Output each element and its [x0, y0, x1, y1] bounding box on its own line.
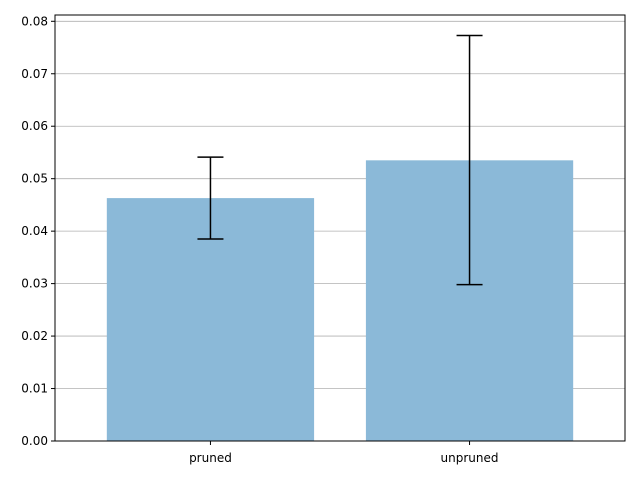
x-axis-ticks: pruned unpruned	[189, 441, 499, 465]
x-tick-label-unpruned: unpruned	[441, 451, 499, 465]
y-tick-label: 0.00	[21, 434, 48, 448]
y-tick-label: 0.01	[21, 382, 48, 396]
y-tick-label: 0.08	[21, 14, 48, 28]
y-tick-label: 0.05	[21, 172, 48, 186]
x-tick-label-pruned: pruned	[189, 451, 232, 465]
plot-frame	[54, 14, 626, 442]
y-tick-label: 0.02	[21, 329, 48, 343]
y-tick-label: 0.07	[21, 67, 48, 81]
bars	[106, 160, 574, 441]
error-bars	[197, 34, 483, 286]
y-tick-label: 0.04	[21, 224, 48, 238]
y-tick-label: 0.06	[21, 119, 48, 133]
y-axis-ticks: 0.00 0.01 0.02 0.03 0.04 0.05 0.06 0.07 0.08	[21, 14, 55, 448]
y-tick-label: 0.03	[21, 277, 48, 291]
